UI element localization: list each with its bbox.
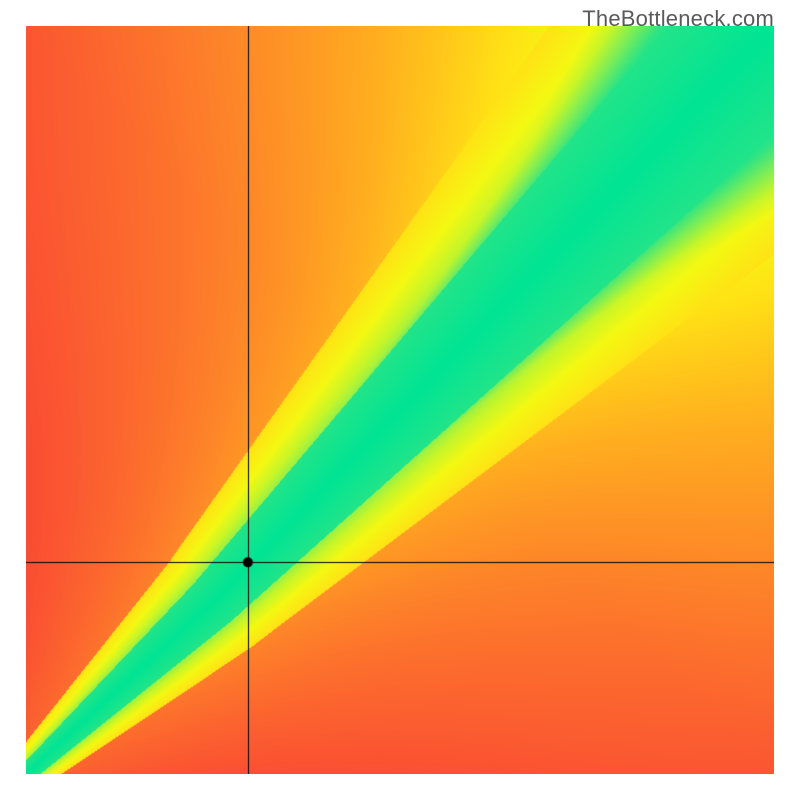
heatmap-canvas	[26, 26, 774, 774]
plot-area	[26, 26, 774, 774]
watermark-text: TheBottleneck.com	[582, 6, 774, 32]
